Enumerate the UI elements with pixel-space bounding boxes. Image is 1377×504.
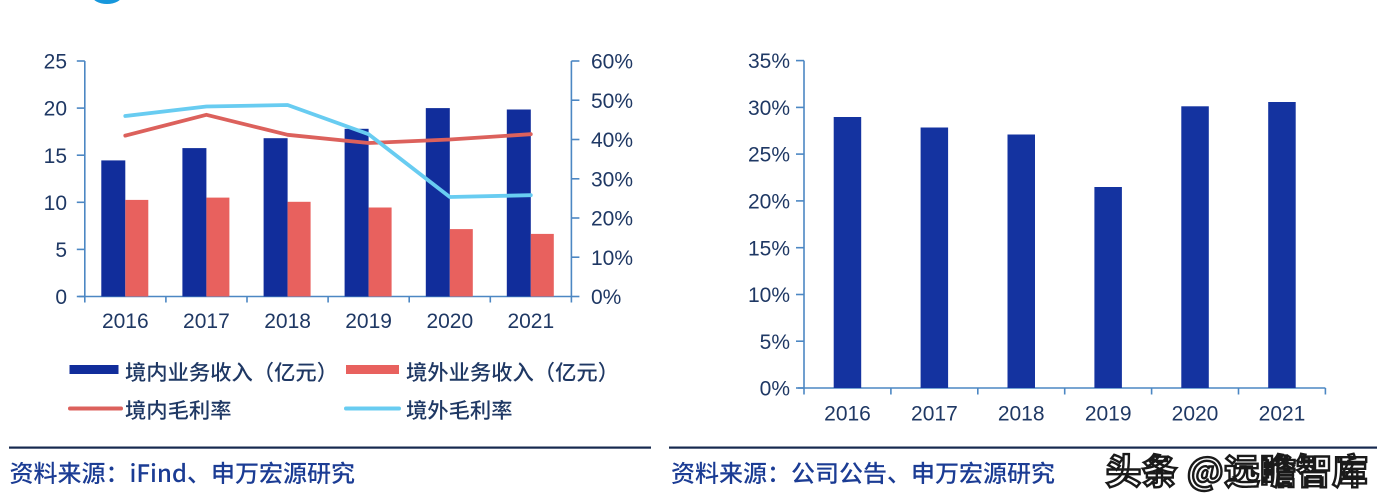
svg-text:25: 25 bbox=[44, 51, 67, 74]
svg-text:10: 10 bbox=[44, 192, 67, 215]
svg-text:30%: 30% bbox=[591, 168, 633, 191]
svg-text:2020: 2020 bbox=[426, 310, 473, 333]
svg-text:20: 20 bbox=[44, 98, 67, 121]
svg-text:2021: 2021 bbox=[1259, 403, 1306, 426]
svg-text:2018: 2018 bbox=[264, 310, 311, 333]
svg-text:20%: 20% bbox=[748, 191, 790, 214]
svg-text:20%: 20% bbox=[591, 208, 633, 231]
svg-text:10%: 10% bbox=[748, 284, 790, 307]
svg-text:50%: 50% bbox=[591, 90, 633, 113]
svg-text:40%: 40% bbox=[591, 129, 633, 152]
svg-text:10%: 10% bbox=[591, 247, 633, 270]
svg-text:35%: 35% bbox=[748, 50, 790, 73]
svg-text:30%: 30% bbox=[748, 97, 790, 120]
svg-text:2016: 2016 bbox=[824, 403, 871, 426]
svg-text:2020: 2020 bbox=[1172, 403, 1219, 426]
svg-text:2019: 2019 bbox=[1085, 403, 1132, 426]
svg-text:2021: 2021 bbox=[507, 310, 554, 333]
svg-text:0: 0 bbox=[55, 286, 67, 309]
svg-text:25%: 25% bbox=[748, 144, 790, 167]
svg-text:0%: 0% bbox=[591, 286, 621, 309]
svg-text:60%: 60% bbox=[591, 51, 633, 74]
svg-text:2019: 2019 bbox=[345, 310, 392, 333]
svg-text:0%: 0% bbox=[760, 378, 790, 401]
svg-text:2017: 2017 bbox=[911, 403, 958, 426]
svg-text:2016: 2016 bbox=[102, 310, 149, 333]
svg-text:5: 5 bbox=[55, 239, 67, 262]
svg-text:15%: 15% bbox=[748, 237, 790, 260]
svg-text:15: 15 bbox=[44, 145, 67, 168]
svg-text:5%: 5% bbox=[760, 331, 790, 354]
svg-text:2018: 2018 bbox=[998, 403, 1045, 426]
svg-text:2017: 2017 bbox=[183, 310, 230, 333]
